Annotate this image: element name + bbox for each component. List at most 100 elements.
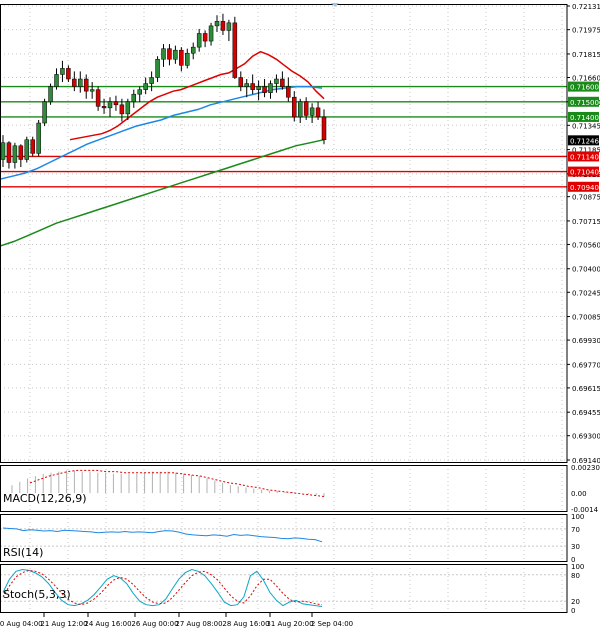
resistance-badge-text: 0.71600: [570, 84, 599, 92]
bullish-candle: [131, 93, 137, 103]
support-badge-bg: [568, 166, 599, 177]
bullish-candle: [24, 139, 30, 160]
stoch-tick-label: 80: [571, 572, 580, 580]
price-tick-label: 0.70715: [572, 218, 600, 226]
macd-tick-label: 0.002304: [571, 464, 600, 472]
chart-shift-marker[interactable]: [331, 3, 339, 7]
rsi-tick-label: 0: [571, 556, 575, 564]
bullish-candle: [149, 77, 154, 84]
price-tick-label: 0.69300: [572, 433, 600, 441]
bearish-candle: [95, 89, 101, 107]
bullish-candle: [173, 49, 178, 60]
bullish-candle: [297, 101, 303, 118]
price-tick-label: 0.70085: [572, 314, 600, 322]
bullish-candle: [208, 25, 214, 42]
macd-signal-line: [29, 469, 325, 497]
main-pane-frame: [0, 4, 568, 463]
bullish-candle: [256, 86, 261, 90]
bearish-candle: [113, 101, 119, 106]
price-tick-label: 0.69930: [572, 337, 600, 345]
bearish-candle: [167, 48, 172, 60]
candles: [0, 13, 327, 169]
price-tick-label: 0.72131: [572, 3, 600, 11]
bearish-candle: [315, 107, 321, 118]
rsi-tick-label: 30: [571, 543, 580, 551]
indicator-labels: MACD(12,26,9) RSI(14) Stoch(5,3,3): [3, 492, 87, 601]
support-badge-text: 0.71140: [570, 153, 599, 161]
rsi-tick-label: 100: [571, 513, 584, 521]
bearish-candle: [286, 86, 291, 98]
bullish-candle: [78, 78, 83, 87]
bullish-candle: [0, 142, 6, 160]
bullish-candle: [143, 83, 148, 90]
bullish-candle: [137, 89, 142, 95]
stoch-tick-label: 100: [571, 563, 584, 571]
stoch-tick-label: 20: [571, 598, 580, 606]
macd-tick-label: 0.00: [571, 490, 587, 498]
bearish-candle: [280, 78, 285, 87]
time-tick-label: 26 Aug 00:00: [131, 620, 178, 628]
price-tick-label: 0.71185: [572, 147, 600, 155]
price-tick-label: 0.71815: [572, 51, 600, 59]
bullish-candle: [185, 52, 190, 66]
bullish-candle: [309, 107, 315, 116]
stoch-label: Stoch(5,3,3): [3, 588, 71, 601]
price-tick-label: 0.69140: [572, 457, 600, 465]
resistance-badge-bg: [568, 81, 599, 92]
resistance-badge-bg: [568, 96, 599, 107]
support-badge-text: 0.71040: [570, 169, 599, 177]
price-tick-label: 0.69615: [572, 385, 600, 393]
price-tick-label: 0.69455: [572, 409, 600, 417]
support-badge-bg: [568, 181, 599, 192]
bearish-candle: [250, 83, 255, 90]
time-tick-label: 28 Aug 16:00: [222, 620, 269, 628]
fast-moving-average: [69, 50, 325, 141]
time-tick-label: 27 Aug 08:00: [175, 620, 222, 628]
macd-label: MACD(12,26,9): [3, 492, 87, 505]
resistance-badge-bg: [568, 111, 599, 122]
stoch-main-line: [2, 568, 323, 607]
bullish-candle: [155, 59, 160, 78]
bullish-candle: [226, 22, 232, 31]
price-tick-label: 0.70245: [572, 289, 600, 297]
macd-pane-frame: [0, 465, 568, 512]
resistance-badge-text: 0.71500: [570, 99, 599, 107]
bullish-candle: [274, 78, 279, 84]
bullish-candle: [214, 21, 220, 27]
bearish-candle: [262, 86, 267, 93]
bullish-candle: [36, 122, 41, 154]
time-tick-label: 20 Aug 04:00: [0, 620, 43, 628]
price-tick-label: 0.70400: [572, 266, 600, 274]
bearish-candle: [303, 101, 309, 116]
bearish-candle: [232, 22, 238, 78]
time-tick-label: 24 Aug 16:00: [84, 620, 131, 628]
indicator-panes: [2, 469, 325, 607]
bearish-candle: [72, 78, 77, 87]
bullish-candle: [196, 33, 202, 48]
rsi-tick-label: 70: [571, 526, 580, 534]
bearish-candle: [18, 145, 24, 160]
time-tick-label: 31 Aug 20:00: [266, 620, 313, 628]
bearish-candle: [321, 116, 327, 140]
rsi-line: [2, 527, 323, 543]
price-tick-label: 0.70875: [572, 194, 600, 202]
bearish-candle: [202, 33, 208, 42]
rsi-label: RSI(14): [3, 546, 43, 559]
bullish-candle: [190, 46, 196, 54]
bullish-candle: [60, 68, 65, 75]
last-price-badge-bg: [568, 135, 599, 146]
price-tick-label: 0.70560: [572, 241, 600, 249]
bullish-candle: [125, 101, 131, 115]
price-tick-label: 0.71345: [572, 122, 600, 130]
bearish-candle: [30, 139, 35, 154]
price-tick-label: 0.71975: [572, 27, 600, 35]
sto-pane-frame: [0, 564, 568, 613]
pane-frames: [0, 4, 568, 613]
bullish-candle: [107, 101, 113, 109]
macd-tick-label: -0.0014: [571, 506, 599, 514]
bearish-candle: [83, 78, 89, 92]
bullish-candle: [12, 145, 18, 163]
time-tick-label: 2 Sep 04:00: [311, 620, 353, 628]
